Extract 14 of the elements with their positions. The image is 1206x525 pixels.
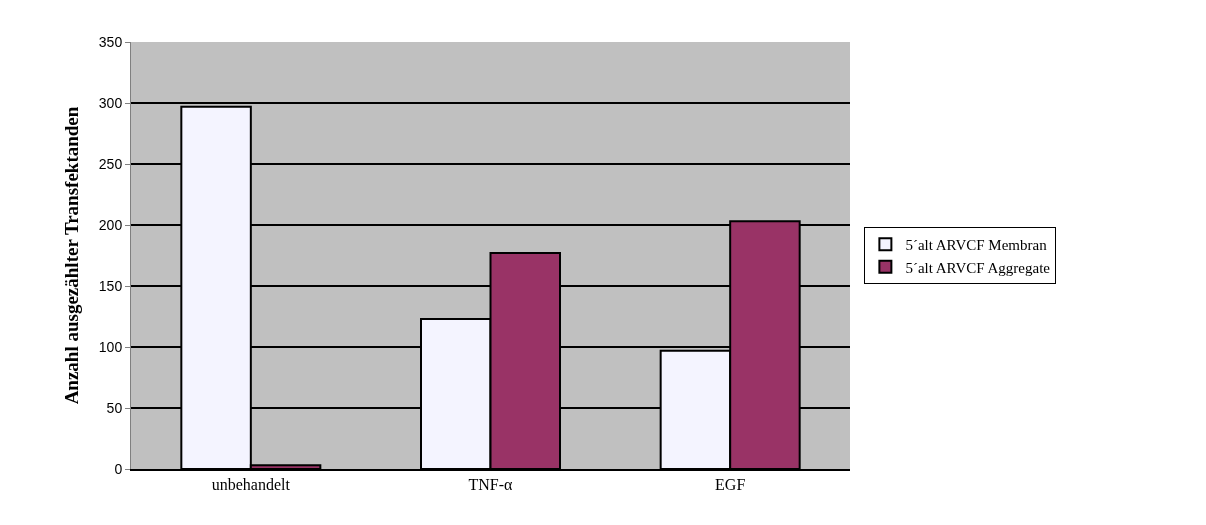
y-tick-label: 100: [98, 338, 123, 355]
y-tick-label: 300: [98, 94, 123, 111]
x-tick-label: TNF-α: [468, 476, 514, 494]
x-tick-label: unbehandelt: [211, 476, 291, 494]
legend-label: 5´alt ARVCF Aggregate: [905, 259, 1051, 276]
y-tick-label: 0: [114, 460, 123, 477]
y-tick-label: 150: [98, 277, 123, 294]
y-tick-label: 50: [106, 399, 123, 416]
y-tick-label: 250: [98, 155, 123, 172]
x-tick-label: EGF: [715, 476, 746, 494]
legend-label: 5´alt ARVCF Membran: [905, 237, 1048, 254]
y-tick-label: 350: [98, 33, 123, 50]
y-tick-label: 200: [98, 216, 123, 233]
y-axis-title: Anzahl ausgezählter Transfektanden: [60, 106, 82, 405]
